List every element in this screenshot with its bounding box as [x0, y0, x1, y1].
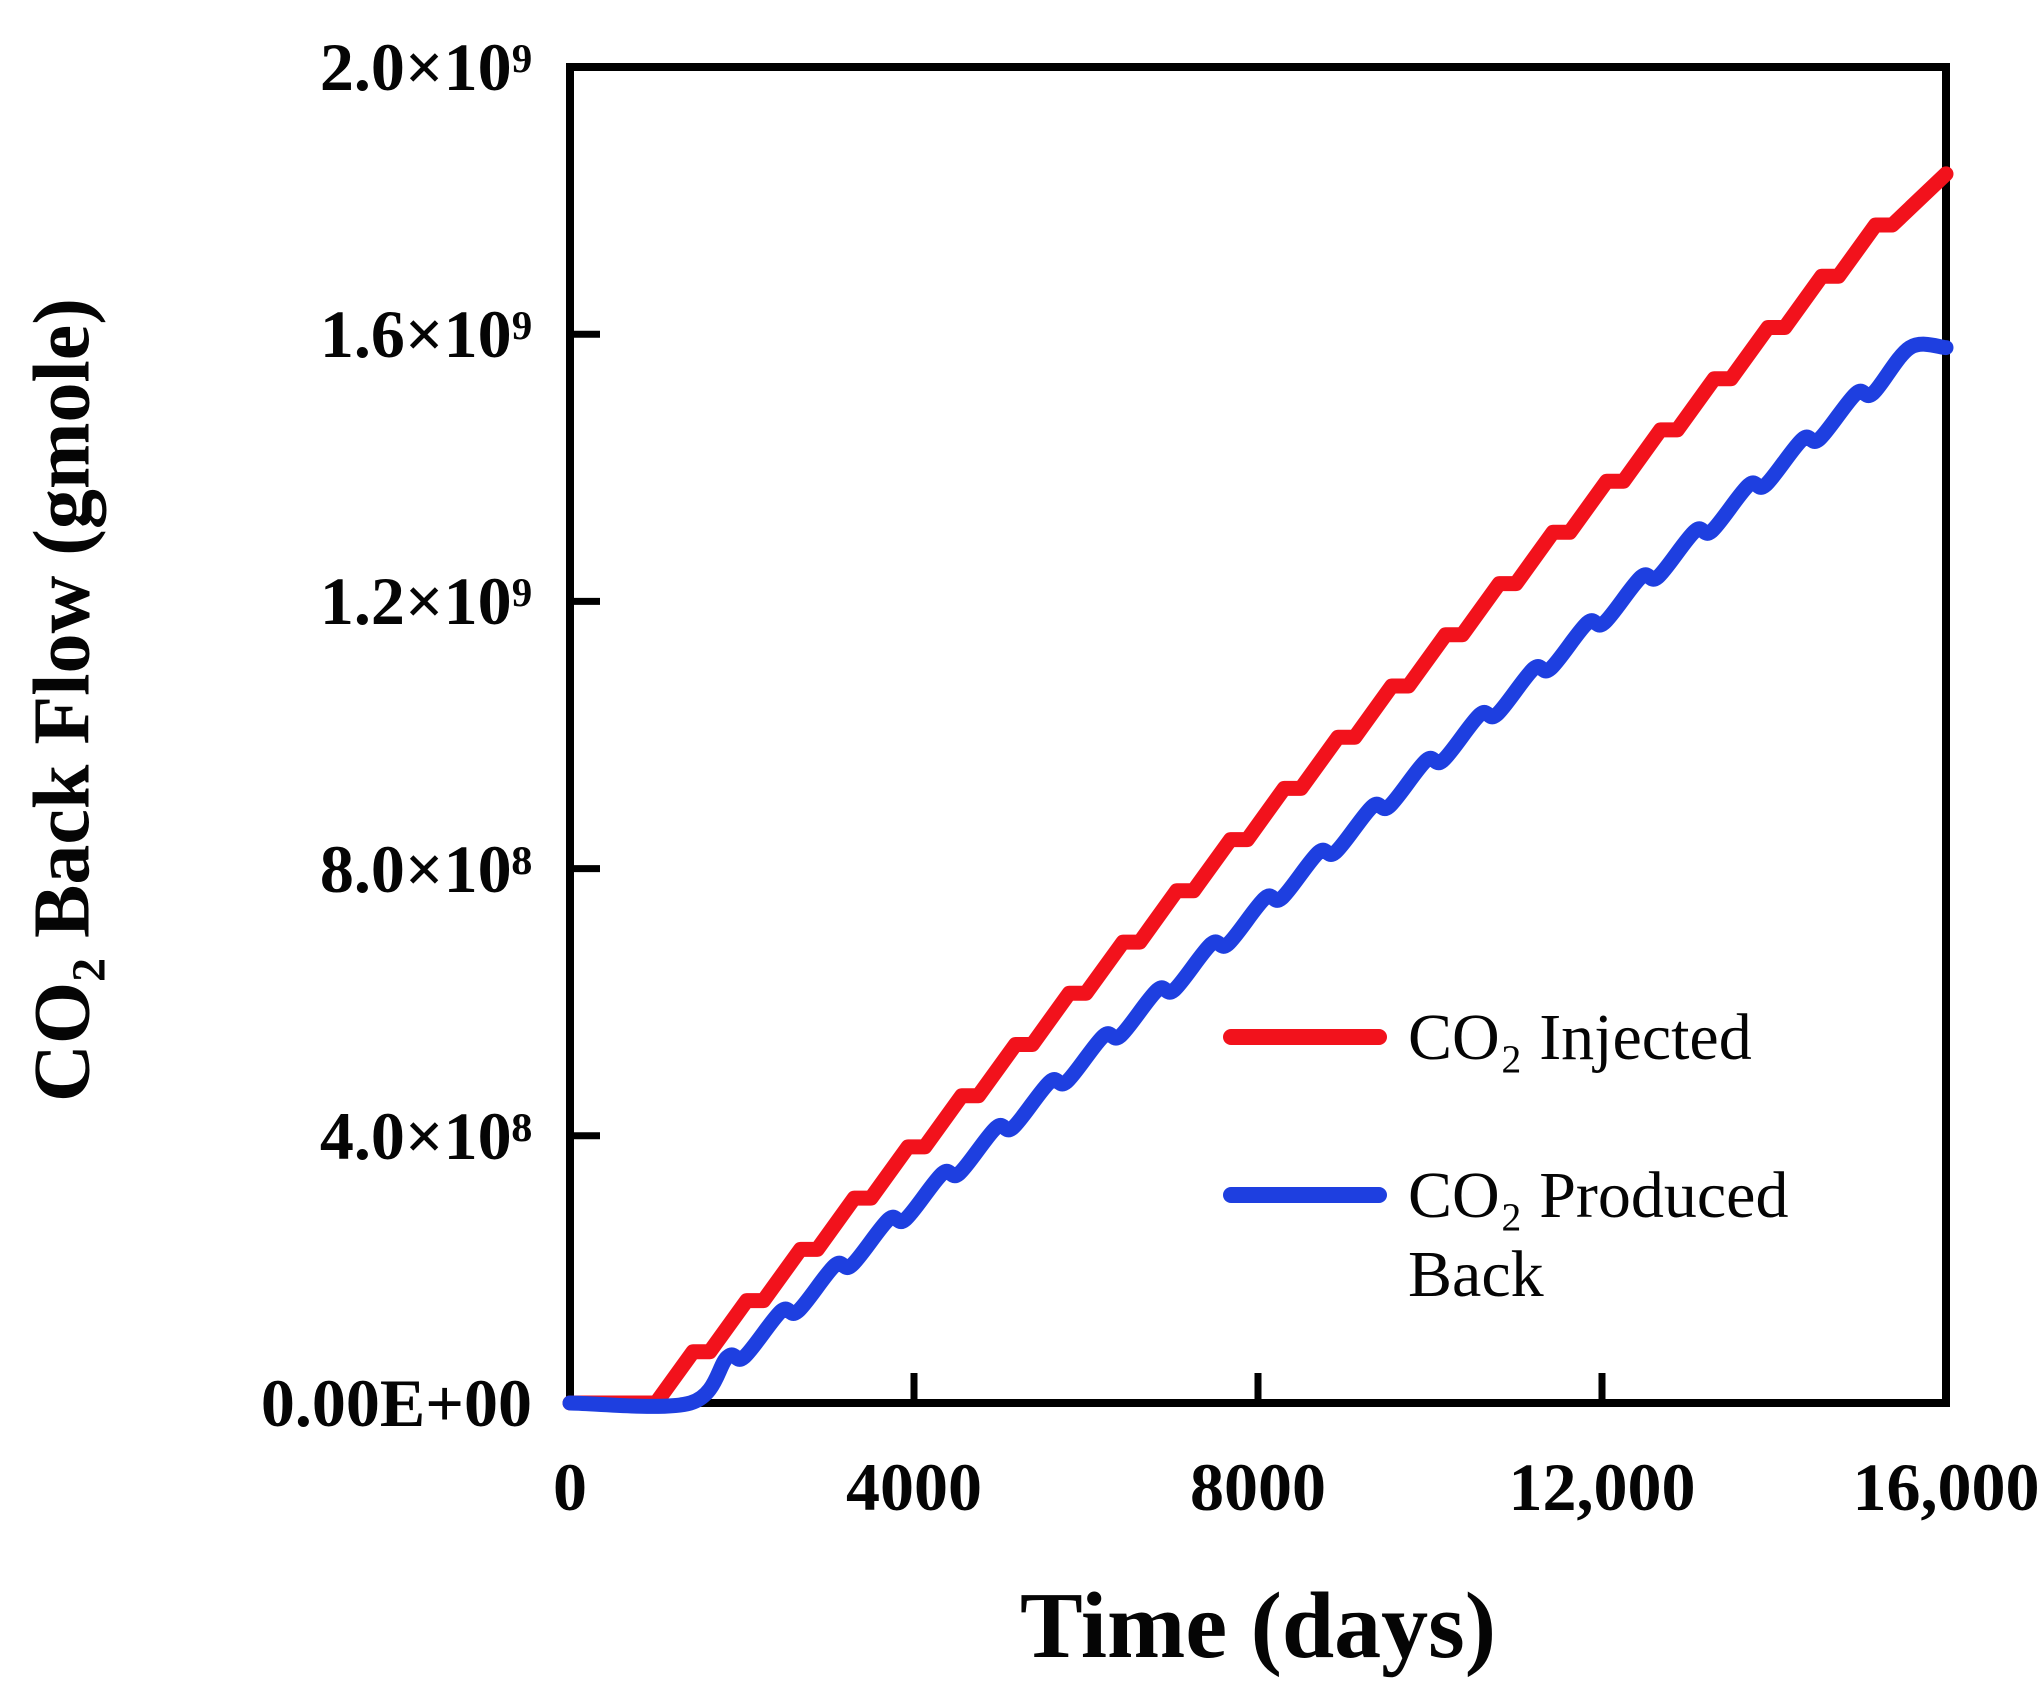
x-tick-label: 16,000: [1852, 1449, 2040, 1525]
y-axis-title: CO₂ Back Flow (gmole): [18, 298, 107, 1102]
y-tick-label: 2.0×10⁹: [319, 29, 532, 105]
x-tick-label: 4000: [846, 1449, 982, 1525]
x-tick-label: 12,000: [1508, 1449, 1696, 1525]
co2-injected-line: [562, 166, 1954, 1411]
legend-swatch-co2-injected: [1223, 1029, 1387, 1045]
y-tick-label: 8.0×10⁸: [319, 831, 532, 907]
x-tick-label: 0: [553, 1449, 587, 1525]
y-tick-label: 1.2×10⁹: [319, 563, 532, 639]
legend-label-co2-produced-back: CO₂ Produced Back: [1408, 1159, 1789, 1311]
y-tick-label: 1.6×10⁹: [319, 296, 532, 372]
x-tick-label: 8000: [1190, 1449, 1326, 1525]
legend-swatch-co2-produced-back: [1223, 1187, 1387, 1203]
y-tick-label: 4.0×10⁸: [319, 1098, 532, 1174]
x-axis-title: Time (days): [1019, 1574, 1497, 1678]
legend-label-co2-injected: CO₂ Injected: [1408, 1001, 1752, 1074]
co2-produced-back-line: [562, 336, 1954, 1414]
y-tick-label: 0.00E+00: [260, 1365, 532, 1441]
